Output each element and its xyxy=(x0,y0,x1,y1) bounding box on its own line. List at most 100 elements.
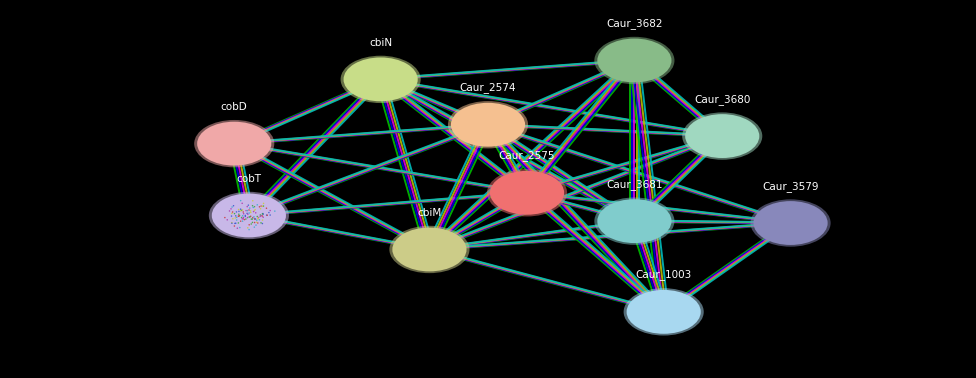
Point xyxy=(235,213,251,219)
Point xyxy=(239,204,255,210)
Point xyxy=(233,208,249,214)
Ellipse shape xyxy=(594,37,674,84)
Point xyxy=(233,218,249,224)
Point xyxy=(250,220,265,226)
Point xyxy=(255,220,270,226)
Ellipse shape xyxy=(197,122,271,166)
Point xyxy=(247,216,263,222)
Point xyxy=(248,210,264,216)
Point xyxy=(241,222,257,228)
Point xyxy=(226,223,242,229)
Point xyxy=(220,217,235,223)
Ellipse shape xyxy=(344,57,418,101)
Point xyxy=(224,211,240,217)
Point xyxy=(239,208,255,214)
Point xyxy=(253,220,268,226)
Point xyxy=(248,216,264,222)
Text: Caur_3682: Caur_3682 xyxy=(606,18,663,29)
Point xyxy=(232,225,248,231)
Point xyxy=(237,217,253,223)
Point xyxy=(217,215,232,221)
Ellipse shape xyxy=(341,56,421,103)
Point xyxy=(234,207,250,213)
Point xyxy=(247,220,263,226)
Point xyxy=(231,208,247,214)
Point xyxy=(244,216,260,222)
Point xyxy=(267,208,283,214)
Text: Caur_2575: Caur_2575 xyxy=(499,150,555,161)
Point xyxy=(259,205,274,211)
Point xyxy=(224,213,239,219)
Point xyxy=(224,220,240,226)
Point xyxy=(230,206,246,212)
Point xyxy=(241,210,257,216)
Point xyxy=(235,209,251,215)
Point xyxy=(253,206,268,212)
Point xyxy=(229,214,245,220)
Point xyxy=(249,219,264,225)
Point xyxy=(247,224,263,230)
Point xyxy=(235,216,251,222)
Ellipse shape xyxy=(624,288,704,336)
Point xyxy=(233,206,249,212)
Text: Caur_3681: Caur_3681 xyxy=(606,179,663,190)
Point xyxy=(230,213,246,219)
Point xyxy=(243,221,259,227)
Text: cbiN: cbiN xyxy=(369,38,392,48)
Point xyxy=(242,205,258,211)
Point xyxy=(250,215,265,221)
Point xyxy=(224,209,240,215)
Point xyxy=(237,214,253,220)
Ellipse shape xyxy=(597,39,671,82)
Point xyxy=(246,209,262,215)
Text: Caur_3680: Caur_3680 xyxy=(694,94,751,105)
Point xyxy=(262,209,277,215)
Point xyxy=(256,203,271,209)
Point xyxy=(256,211,271,217)
Point xyxy=(250,216,265,222)
Ellipse shape xyxy=(627,290,701,334)
Point xyxy=(260,212,275,218)
Point xyxy=(256,214,271,220)
Point xyxy=(241,207,257,213)
Point xyxy=(233,214,249,220)
Point xyxy=(252,204,267,210)
Point xyxy=(255,213,270,219)
Ellipse shape xyxy=(209,192,289,239)
Point xyxy=(234,216,250,222)
Point xyxy=(255,211,270,217)
Point xyxy=(249,217,264,223)
Ellipse shape xyxy=(487,169,567,217)
Point xyxy=(245,215,261,221)
Point xyxy=(240,215,256,221)
Text: cobT: cobT xyxy=(236,174,262,184)
Point xyxy=(243,213,259,219)
Point xyxy=(245,198,261,204)
Point xyxy=(245,203,261,209)
Point xyxy=(229,225,245,231)
Point xyxy=(252,217,267,223)
Point xyxy=(250,214,265,220)
Point xyxy=(263,208,278,214)
Point xyxy=(240,202,256,208)
Point xyxy=(246,214,262,220)
Point xyxy=(239,210,255,216)
Ellipse shape xyxy=(594,197,674,245)
Ellipse shape xyxy=(685,114,759,158)
Point xyxy=(255,211,270,217)
Point xyxy=(263,212,278,218)
Ellipse shape xyxy=(490,171,564,215)
Point xyxy=(256,200,271,206)
Point xyxy=(240,211,256,217)
Ellipse shape xyxy=(389,226,469,273)
Point xyxy=(245,204,261,211)
Point xyxy=(251,214,266,220)
Point xyxy=(253,212,268,218)
Point xyxy=(241,214,257,220)
Ellipse shape xyxy=(753,201,828,245)
Point xyxy=(241,226,257,232)
Ellipse shape xyxy=(194,120,274,167)
Point xyxy=(231,211,247,217)
Point xyxy=(231,213,247,219)
Ellipse shape xyxy=(392,228,467,271)
